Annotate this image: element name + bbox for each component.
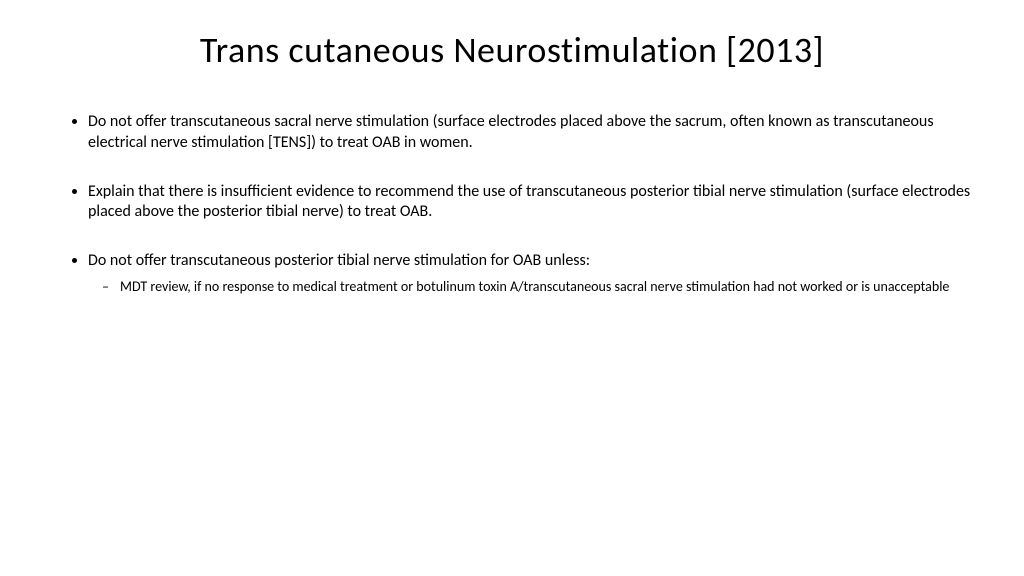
slide-content: Do not offer transcutaneous sacral nerve… xyxy=(50,112,974,296)
slide-title: Trans cutaneous Neurostimulation [2013] xyxy=(50,28,974,72)
bullet-item: Do not offer transcutaneous posterior ti… xyxy=(88,251,974,296)
bullet-text: Do not offer transcutaneous sacral nerve… xyxy=(88,112,934,152)
bullet-item: Do not offer transcutaneous sacral nerve… xyxy=(88,112,974,154)
bullet-text: Do not offer transcutaneous posterior ti… xyxy=(88,251,590,270)
sub-bullet-item: MDT review, if no response to medical tr… xyxy=(120,278,974,296)
bullet-item: Explain that there is insufficient evide… xyxy=(88,182,974,224)
bullet-list: Do not offer transcutaneous sacral nerve… xyxy=(60,112,974,296)
sub-bullet-text: MDT review, if no response to medical tr… xyxy=(120,278,949,295)
bullet-text: Explain that there is insufficient evide… xyxy=(88,182,970,222)
sub-bullet-list: MDT review, if no response to medical tr… xyxy=(88,278,974,296)
